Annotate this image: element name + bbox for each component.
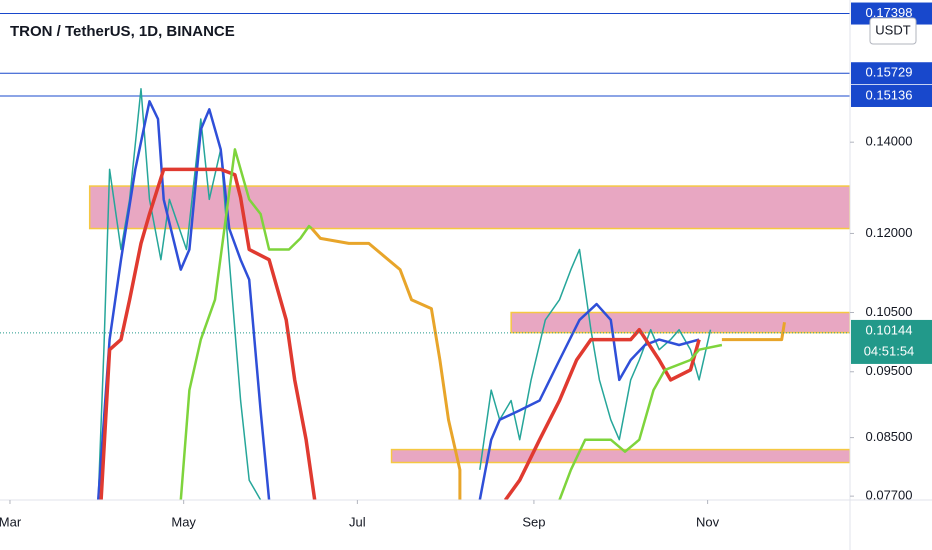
y-tick-label: 0.07700 (866, 488, 913, 503)
plot-area (0, 13, 850, 500)
series-line (96, 100, 700, 500)
series-line (97, 88, 712, 500)
level-label: 0.17398 (866, 5, 913, 20)
series-line (179, 148, 723, 500)
currency-label[interactable]: USDT (875, 22, 910, 37)
x-tick-label: Mar (0, 514, 22, 529)
chart-title: TRON / TetherUS, 1D, BINANCE (10, 23, 235, 40)
level-box (851, 62, 932, 85)
level-box (851, 84, 932, 107)
y-tick-label: 0.08500 (866, 429, 913, 444)
last-price-label: 0.10144 (866, 322, 913, 337)
last-price-box (851, 319, 932, 364)
zone (510, 311, 850, 334)
series-line (310, 227, 786, 500)
y-tick-label: 0.12000 (866, 225, 913, 240)
x-tick-label: Sep (522, 514, 545, 529)
zone (88, 185, 850, 230)
axes: 0.14000 0.12000 0.10500 0.09500 0.08500 0.077… (0, 2, 932, 529)
countdown-label: 04:51:54 (864, 343, 915, 358)
series-line (99, 167, 701, 500)
currency-box[interactable] (869, 17, 917, 45)
x-tick-label: May (171, 514, 196, 529)
x-tick-label: Nov (696, 514, 720, 529)
level-label: 0.15136 (866, 87, 913, 102)
y-tick-label: 0.14000 (866, 134, 913, 149)
zone (390, 448, 850, 464)
level-label: 0.15729 (866, 65, 913, 80)
x-tick-label: Jul (349, 514, 366, 529)
y-tick-label: 0.09500 (866, 363, 913, 378)
y-tick-label: 0.10500 (866, 304, 913, 319)
